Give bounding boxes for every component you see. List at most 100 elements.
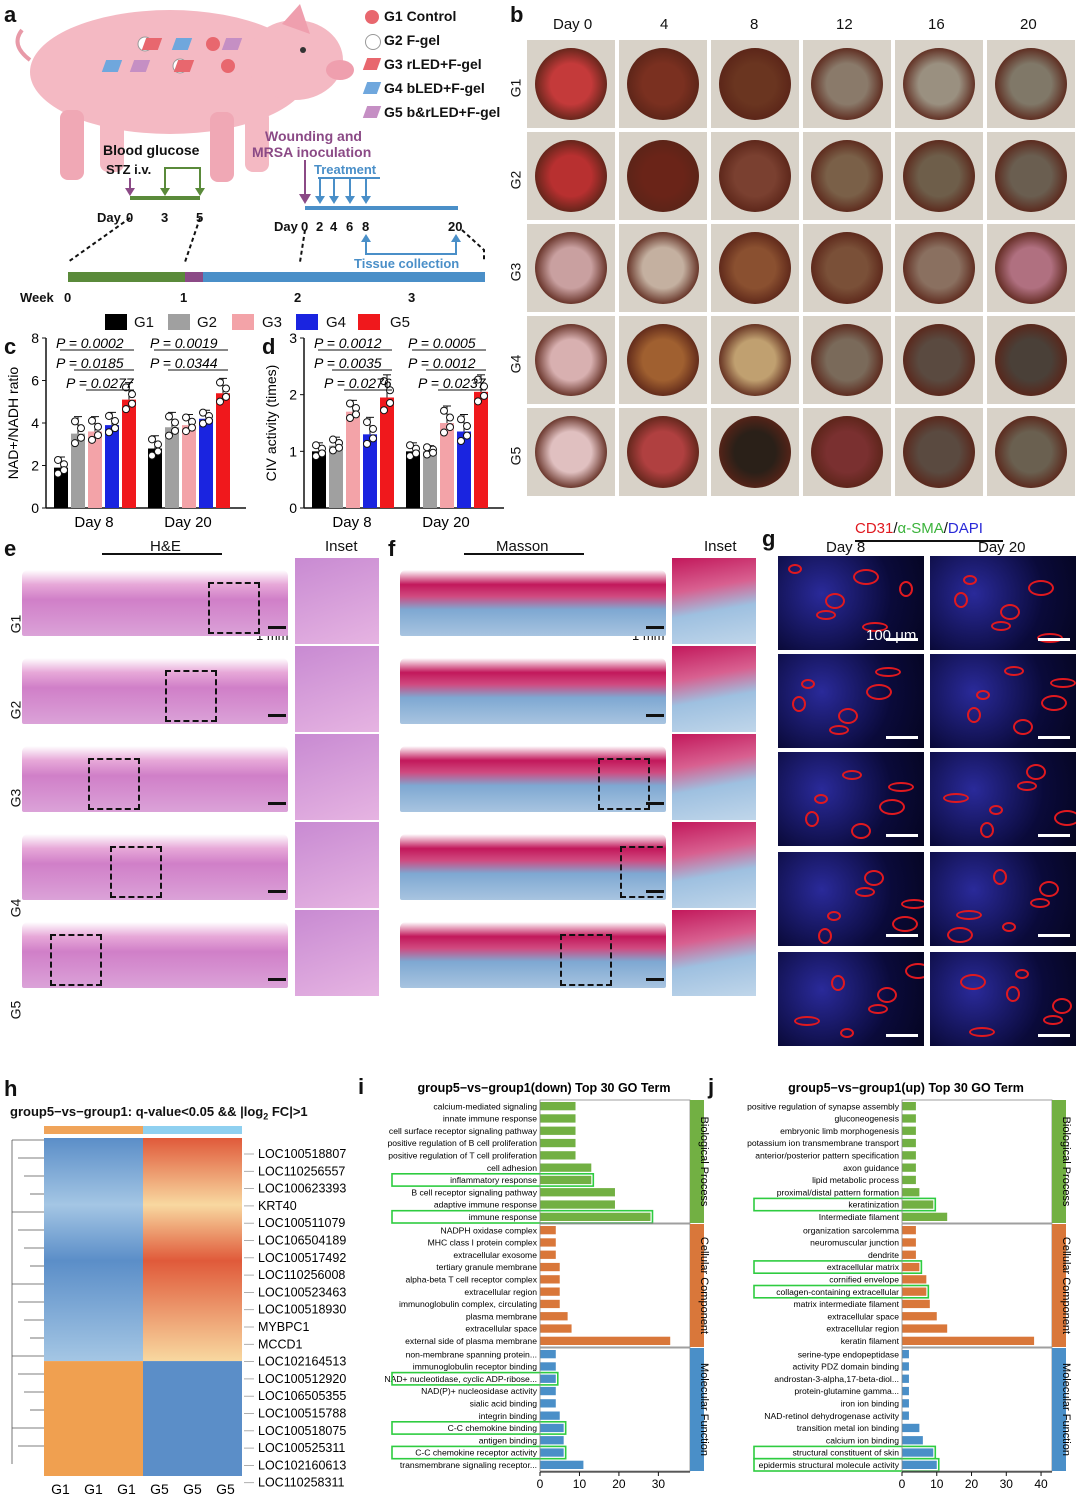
he-row-g5: G5 bbox=[7, 1000, 24, 1020]
go-bar bbox=[540, 1299, 560, 1309]
gene-label: LOC102160613 bbox=[258, 1458, 346, 1472]
data-point bbox=[335, 443, 343, 452]
go-bar bbox=[540, 1275, 560, 1284]
highlight-box bbox=[391, 1209, 654, 1224]
gene-label: LOC102164513 bbox=[258, 1355, 346, 1369]
he-inset-box bbox=[165, 670, 217, 722]
wound-area bbox=[627, 232, 699, 304]
go-term-label: extracellular exosome bbox=[453, 1250, 537, 1260]
vessel bbox=[892, 916, 918, 932]
go-term-label: adaptive immune response bbox=[434, 1200, 537, 1210]
chart-title: group5−vs−group1(up) Top 30 GO Term bbox=[788, 1081, 1024, 1095]
go-term-label: innate immune response bbox=[443, 1114, 537, 1124]
data-point bbox=[457, 437, 465, 446]
go-bar bbox=[902, 1299, 930, 1309]
go-term-label: anterior/posterior pattern specification bbox=[755, 1151, 899, 1161]
wound-area bbox=[627, 324, 699, 396]
scale-bar bbox=[886, 736, 918, 739]
gene-label: LOC100623393 bbox=[258, 1182, 346, 1196]
go-term-label: epidermis structural molecule activity bbox=[759, 1460, 900, 1470]
vessel bbox=[976, 690, 990, 700]
vessel bbox=[792, 696, 806, 712]
wound-area bbox=[627, 416, 699, 488]
p-value-label: P = 0.0019 bbox=[150, 335, 218, 351]
if-image bbox=[930, 952, 1076, 1046]
vessel bbox=[1013, 719, 1033, 735]
week-3: 3 bbox=[408, 290, 416, 305]
bar bbox=[148, 448, 162, 508]
scale-bar bbox=[646, 890, 664, 893]
wound-row-g1: G1 bbox=[507, 78, 524, 98]
vessel bbox=[960, 974, 986, 990]
he-title-bar bbox=[102, 553, 222, 555]
gene-label: KRT40 bbox=[258, 1199, 297, 1213]
wound-area bbox=[811, 140, 883, 212]
vessel bbox=[805, 811, 819, 827]
bar bbox=[216, 393, 230, 508]
go-bar bbox=[902, 1423, 920, 1433]
highlight-box bbox=[391, 1445, 567, 1460]
scale-bar bbox=[646, 802, 664, 805]
legend-cd-label-g4: G4 bbox=[326, 314, 347, 331]
vessel bbox=[829, 725, 849, 735]
go-bar bbox=[540, 1411, 560, 1420]
he-section bbox=[22, 746, 288, 812]
go-bar bbox=[540, 1362, 556, 1371]
heatmap-column-up bbox=[209, 1138, 242, 1362]
vessel bbox=[888, 782, 914, 792]
heatmap-column-down bbox=[110, 1361, 143, 1476]
masson-title: Masson bbox=[496, 538, 549, 555]
y-tick-label: 0 bbox=[289, 500, 297, 516]
scale-bar bbox=[646, 714, 664, 717]
vessel bbox=[794, 1016, 820, 1026]
go-term-label: C-C chemokine binding bbox=[448, 1423, 538, 1433]
section-label: Cellular Component bbox=[698, 1237, 710, 1334]
data-point bbox=[77, 433, 85, 442]
masson-section bbox=[400, 746, 666, 812]
masson-inset-title: Inset bbox=[704, 538, 737, 555]
heatmap-title-end: FC|>1 bbox=[268, 1104, 308, 1119]
wound-day-16: 16 bbox=[928, 16, 945, 33]
legend-swatch-g1 bbox=[365, 10, 379, 24]
go-term-label: Intermediate filament bbox=[819, 1212, 900, 1222]
go-bar bbox=[540, 1238, 556, 1247]
gene-label: LOC100515788 bbox=[258, 1407, 346, 1421]
data-point bbox=[105, 411, 113, 420]
if-image bbox=[778, 654, 924, 748]
scale-bar bbox=[646, 626, 664, 629]
data-point bbox=[380, 377, 388, 386]
data-point bbox=[369, 424, 377, 433]
scale-bar bbox=[268, 890, 286, 893]
vessel bbox=[1000, 604, 1020, 620]
go-term-label: immunoglobulin complex, circulating bbox=[399, 1299, 537, 1309]
go-term-label: keratin filament bbox=[841, 1336, 900, 1346]
legend-label-g5: G5 b&rLED+F-gel bbox=[384, 104, 501, 120]
data-point bbox=[182, 413, 190, 422]
data-point bbox=[111, 417, 119, 426]
if-image bbox=[778, 556, 924, 650]
wound-area bbox=[535, 416, 607, 488]
masson-inset-image bbox=[672, 822, 756, 908]
wound-photo bbox=[987, 224, 1075, 312]
data-point bbox=[128, 390, 136, 399]
go-term-label: positive regulation of T cell proliferat… bbox=[388, 1151, 537, 1161]
x-category-label: Day 8 bbox=[74, 514, 113, 531]
data-point bbox=[171, 418, 179, 427]
data-point bbox=[148, 451, 156, 460]
bar bbox=[122, 399, 136, 508]
vessel bbox=[864, 870, 884, 886]
go-bar bbox=[540, 1212, 651, 1221]
go-term-label: serine-type endopeptidase bbox=[798, 1349, 900, 1359]
go-term-label: extracellular space bbox=[465, 1324, 537, 1334]
vessel bbox=[1006, 986, 1020, 1002]
go-bar bbox=[902, 1374, 909, 1383]
vessel bbox=[969, 1027, 995, 1037]
go-bar bbox=[540, 1102, 576, 1111]
gene-label: MYBPC1 bbox=[258, 1320, 309, 1334]
vessel bbox=[1015, 969, 1029, 979]
section-label: Cellular Component bbox=[1060, 1237, 1072, 1334]
data-point bbox=[463, 431, 471, 440]
go-bar bbox=[902, 1350, 909, 1359]
scale-bar bbox=[268, 802, 286, 805]
timeline2-day-4: 4 bbox=[330, 219, 338, 234]
